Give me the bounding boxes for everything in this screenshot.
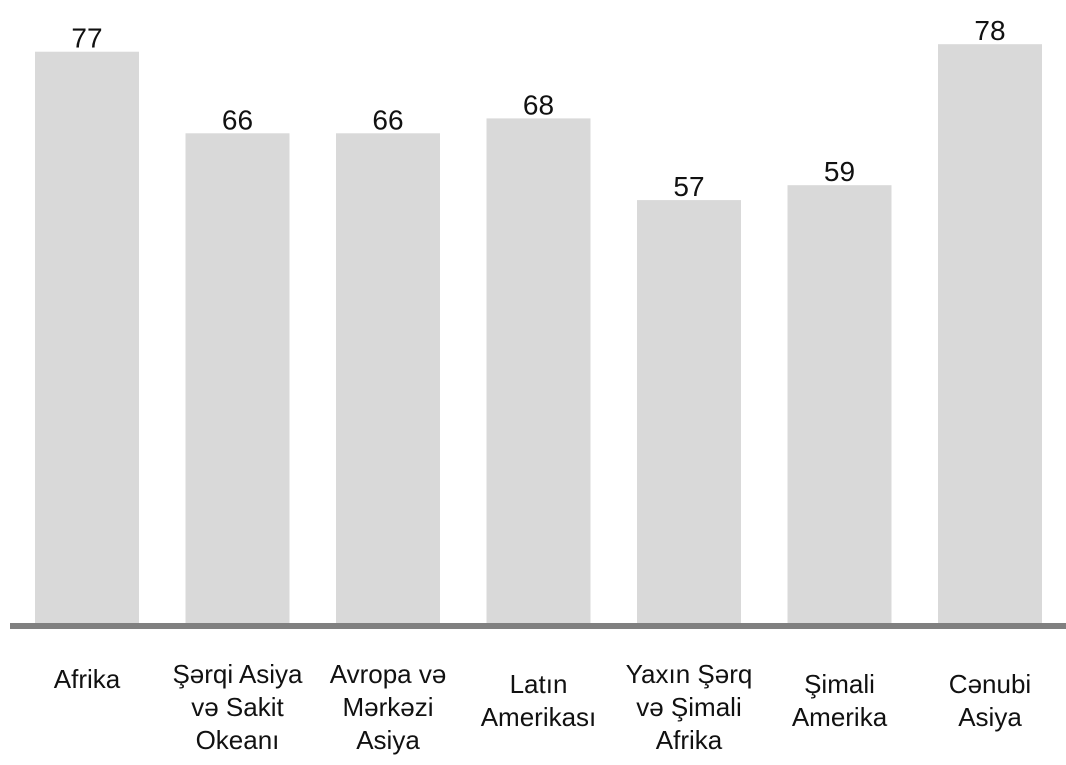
category-label-0: Afrika — [54, 664, 121, 694]
category-label-line: Okeanı — [196, 725, 280, 755]
category-label-4: Yaxın Şərq və Şimali Afrika — [626, 659, 753, 755]
bar-value-label-1: 66 — [222, 104, 253, 135]
bar-4 — [637, 200, 741, 623]
bars-group — [35, 44, 1042, 624]
category-label-line: Şərqi Asiya — [172, 659, 303, 689]
bar-value-label-0: 77 — [71, 23, 102, 54]
category-label-line: Avropa və — [330, 659, 447, 689]
category-label-line: Şimali — [804, 669, 875, 699]
bar-value-label-6: 78 — [974, 15, 1005, 46]
category-label-line: Yaxın Şərq — [626, 659, 753, 689]
category-label-line: Mərkəzi — [342, 692, 433, 722]
bar-value-label-3: 68 — [523, 89, 554, 120]
bar-value-label-5: 59 — [824, 156, 855, 187]
bar-6 — [938, 44, 1042, 623]
category-labels-group: Afrika Şərqi Asiya və Sakit Okeanı Avropa və… — [54, 659, 1031, 755]
bar-value-label-4: 57 — [673, 171, 704, 202]
category-label-line: və Şimali — [636, 692, 741, 722]
bar-2 — [336, 133, 440, 624]
category-label-line: Afrika — [54, 664, 121, 694]
category-label-3: Latın Amerikası — [481, 669, 597, 732]
bar-3 — [486, 118, 591, 624]
category-label-line: Latın — [510, 669, 568, 699]
category-label-line: Amerikası — [481, 702, 597, 732]
bar-value-label-2: 66 — [372, 104, 403, 135]
bar-1 — [185, 133, 290, 624]
category-label-line: və Sakit — [191, 692, 284, 722]
category-label-line: Amerika — [792, 702, 888, 732]
category-label-2: Avropa və Mərkəzi Asiya — [330, 659, 447, 755]
category-label-line: Asiya — [356, 725, 420, 755]
bar-0 — [35, 51, 139, 623]
category-label-line: Afrika — [656, 725, 723, 755]
category-label-5: Şimali Amerika — [792, 669, 888, 732]
category-label-line: Cənubi — [949, 669, 1031, 699]
category-label-6: Cənubi Asiya — [949, 669, 1031, 732]
category-label-line: Asiya — [958, 702, 1022, 732]
value-labels-group: 77 66 66 68 57 59 78 — [71, 15, 1005, 202]
category-label-1: Şərqi Asiya və Sakit Okeanı — [172, 659, 303, 755]
bar-5 — [787, 185, 892, 623]
